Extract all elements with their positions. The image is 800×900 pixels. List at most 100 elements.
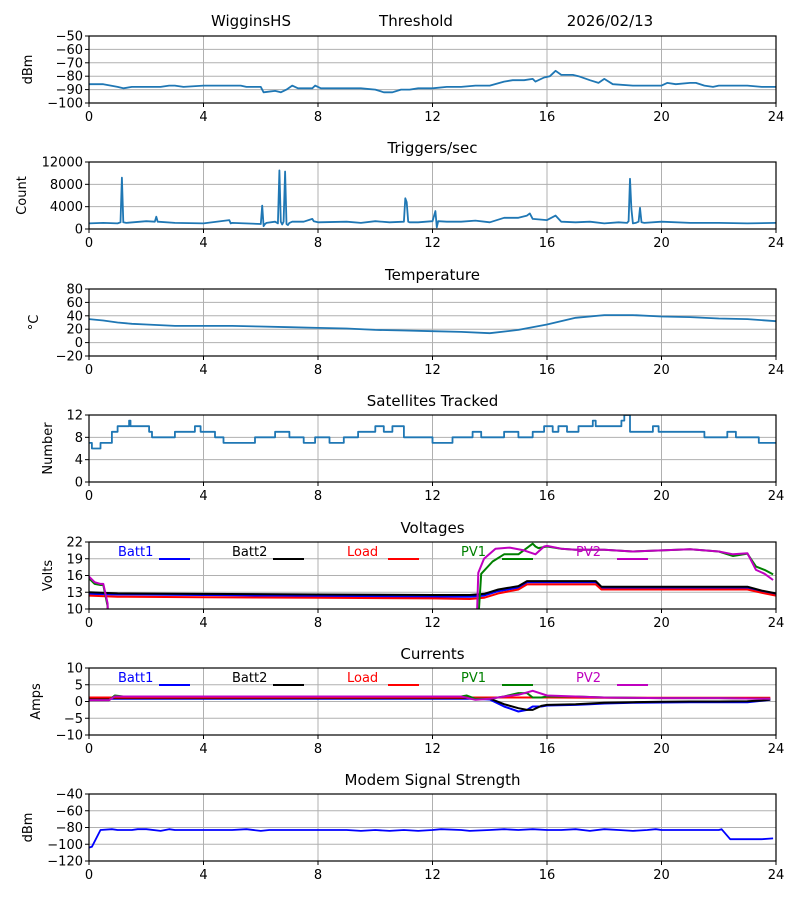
y-tick-label: −20 — [56, 350, 83, 365]
y-tick-label: −50 — [56, 30, 83, 45]
x-tick-label: 0 — [85, 110, 93, 125]
legend-label: Batt1 — [118, 671, 153, 686]
y-axis-label: Number — [41, 422, 56, 475]
y-axis-label: dBm — [21, 55, 36, 85]
x-tick-label: 24 — [768, 363, 785, 378]
panel-6: 0 4 8 12 16 20 24 −40−60 −80 −100 −120 dBm Modem Sig… — [21, 771, 784, 883]
chart-title: Triggers/sec — [387, 139, 478, 157]
legend-label: Batt2 — [232, 671, 267, 686]
y-tick-label: 60 — [66, 296, 83, 311]
y-tick-label: 19 — [66, 552, 83, 567]
y-tick-label: −70 — [56, 56, 83, 71]
x-tick-label: 0 — [85, 489, 93, 504]
x-tick-label: 12 — [424, 742, 441, 757]
x-tick-label: 4 — [199, 742, 207, 757]
y-tick-label: −120 — [47, 855, 83, 870]
x-tick-label: 0 — [85, 236, 93, 251]
x-tick-label: 4 — [199, 616, 207, 631]
x-tick-label: 4 — [199, 868, 207, 883]
y-tick-label: 22 — [66, 536, 83, 551]
y-axis-label: Volts — [41, 560, 56, 592]
series-line-load — [89, 583, 776, 600]
y-tick-label: 10 — [66, 662, 83, 677]
y-tick-label: 4 — [75, 453, 83, 468]
x-tick-label: 20 — [653, 489, 670, 504]
x-tick-label: 16 — [539, 363, 556, 378]
header-date: 2026/02/13 — [567, 12, 653, 30]
panel-3: 0 4 8 12 16 20 24 12 8 4 0 Number Satellites Tracked — [41, 392, 784, 504]
x-tick-label: 12 — [424, 110, 441, 125]
chart-title: Modem Signal Strength — [345, 771, 521, 789]
x-tick-label: 8 — [314, 868, 322, 883]
x-tick-label: 24 — [768, 489, 785, 504]
x-tick-label: 12 — [424, 236, 441, 251]
series-line-temperature — [89, 314, 776, 335]
legend-label: PV1 — [461, 671, 486, 686]
legend-label: PV2 — [576, 545, 601, 560]
x-tick-label: 24 — [768, 742, 785, 757]
y-tick-label: 0 — [75, 695, 83, 710]
x-tick-label: 16 — [539, 110, 556, 125]
y-axis-label: °C — [27, 315, 42, 331]
legend-label: Load — [347, 671, 378, 686]
x-tick-label: 16 — [539, 489, 556, 504]
x-tick-label: 24 — [768, 236, 785, 251]
y-tick-label: 5 — [75, 678, 83, 693]
chart-title: Satellites Tracked — [367, 392, 498, 410]
y-axis-label: Count — [15, 176, 30, 215]
x-tick-label: 12 — [424, 489, 441, 504]
y-tick-label: −5 — [64, 712, 83, 727]
y-tick-label: −40 — [56, 788, 83, 803]
x-tick-label: 12 — [424, 363, 441, 378]
x-tick-label: 16 — [539, 616, 556, 631]
chart-title: Temperature — [384, 266, 480, 284]
y-tick-label: −60 — [56, 804, 83, 819]
x-tick-label: 8 — [314, 616, 322, 631]
y-tick-label: −80 — [56, 821, 83, 836]
series-line-triggers — [89, 169, 776, 229]
chart-title: Voltages — [400, 519, 464, 537]
y-tick-label: −90 — [56, 83, 83, 98]
x-tick-label: 12 — [424, 616, 441, 631]
y-tick-label: 13 — [66, 586, 83, 601]
y-tick-label: 4000 — [50, 200, 83, 215]
y-tick-label: −10 — [56, 729, 83, 744]
y-tick-label: −100 — [47, 838, 83, 853]
y-tick-label: 0 — [75, 476, 83, 491]
y-tick-label: 10 — [66, 603, 83, 618]
y-tick-label: 0 — [75, 223, 83, 238]
x-tick-label: 24 — [768, 110, 785, 125]
y-tick-label: 12000 — [42, 156, 83, 171]
x-tick-label: 8 — [314, 363, 322, 378]
y-tick-label: 20 — [66, 323, 83, 338]
y-tick-label: 8 — [75, 431, 83, 446]
x-tick-label: 8 — [314, 742, 322, 757]
y-tick-label: −80 — [56, 70, 83, 85]
x-tick-label: 20 — [653, 363, 670, 378]
y-tick-label: 40 — [66, 309, 83, 324]
y-tick-label: 16 — [66, 569, 83, 584]
header-mode: Threshold — [378, 12, 453, 30]
series-line-modem — [89, 828, 774, 849]
series-line-satellites — [89, 415, 776, 450]
series-line-pv2 — [89, 689, 771, 702]
x-tick-label: 20 — [653, 236, 670, 251]
legend-label: Batt2 — [232, 545, 267, 560]
series-line-threshold — [89, 69, 776, 94]
series-line-batt1 — [89, 581, 776, 598]
series-line-pv2 — [89, 544, 774, 609]
legend-label: Batt1 — [118, 545, 153, 560]
legend-label: Load — [347, 545, 378, 560]
x-tick-label: 0 — [85, 868, 93, 883]
y-axis-label: Amps — [29, 683, 44, 720]
x-tick-label: 4 — [199, 363, 207, 378]
x-tick-label: 20 — [653, 616, 670, 631]
x-tick-label: 24 — [768, 868, 785, 883]
legend-label: PV1 — [461, 545, 486, 560]
x-tick-label: 24 — [768, 616, 785, 631]
x-tick-label: 8 — [314, 236, 322, 251]
y-axis-label: dBm — [21, 813, 36, 843]
x-tick-label: 0 — [85, 742, 93, 757]
